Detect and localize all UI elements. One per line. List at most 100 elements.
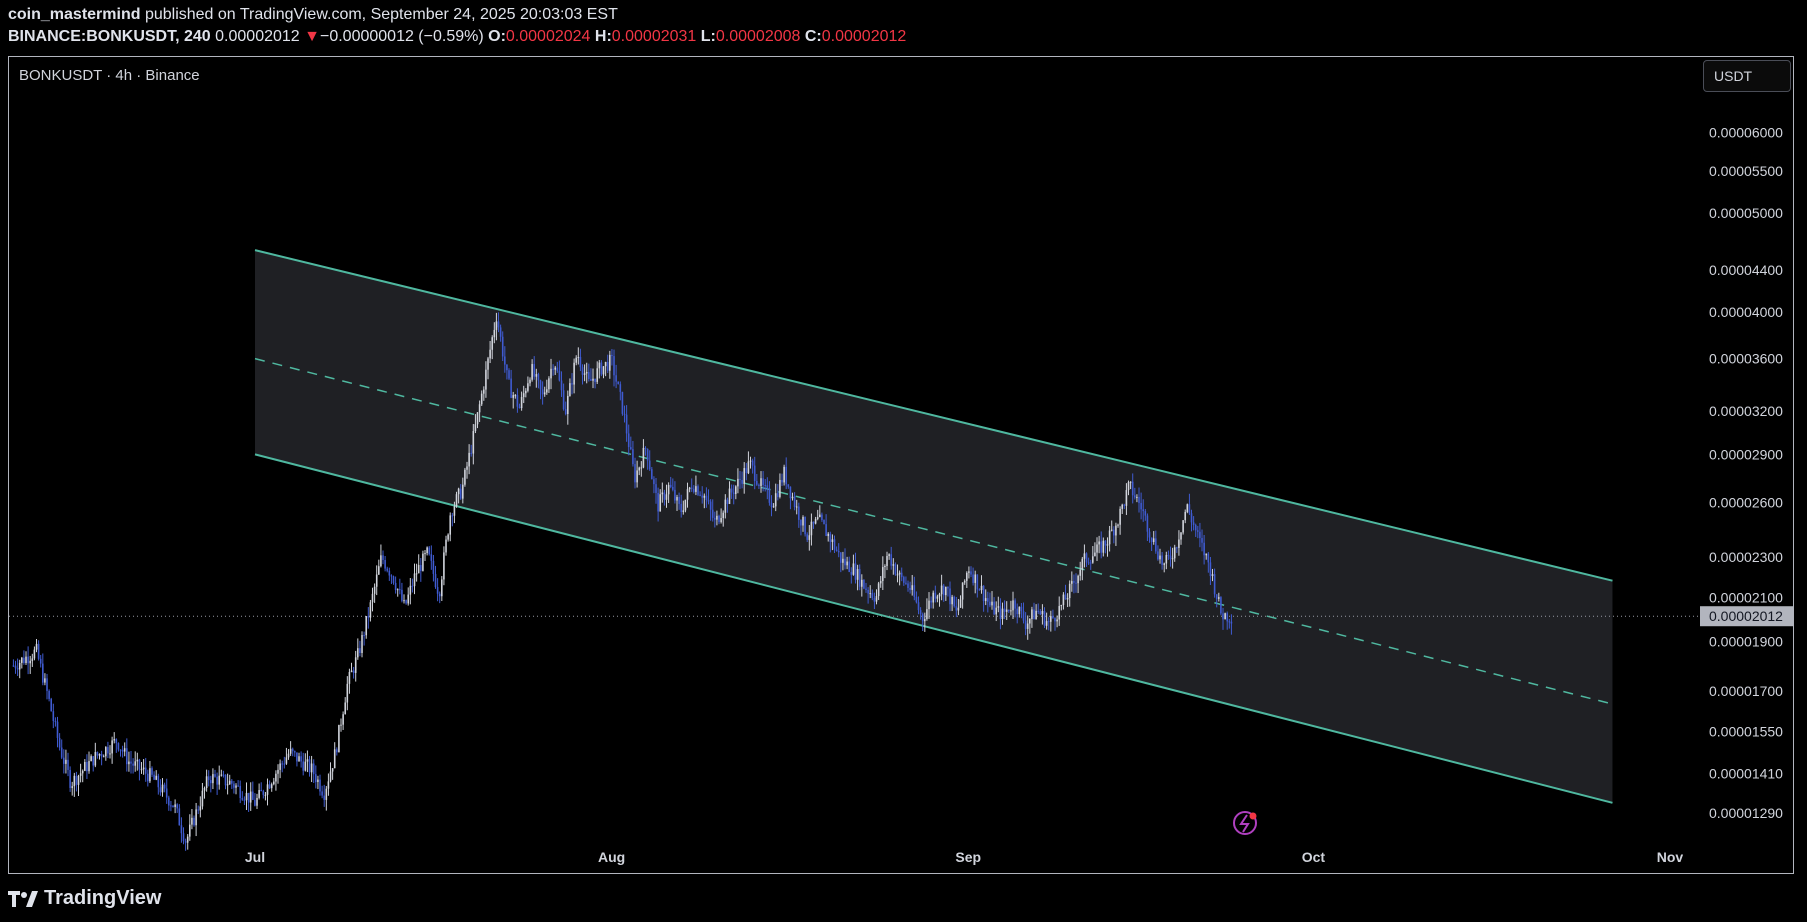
candle-body: [1050, 616, 1052, 622]
candle-body: [1041, 610, 1044, 615]
candle-body: [886, 556, 888, 567]
candle-body: [237, 785, 239, 787]
candle-body: [779, 479, 781, 497]
candle-body: [905, 582, 907, 584]
candle-body: [844, 558, 846, 566]
candle-body: [228, 780, 231, 785]
candle-body: [777, 493, 779, 497]
candle-body: [58, 737, 61, 748]
candle-body: [245, 792, 248, 801]
candle-body: [577, 356, 580, 358]
candle-body: [564, 409, 567, 415]
candle-body: [1150, 537, 1153, 543]
candle-body: [514, 395, 517, 397]
candle-body: [371, 593, 374, 603]
candle-body: [655, 484, 657, 493]
candle-body: [556, 367, 559, 371]
candle-body: [489, 349, 491, 359]
candle-body: [686, 489, 689, 500]
candle-body: [995, 607, 998, 615]
candle-body: [871, 593, 874, 599]
candle-body: [1014, 600, 1016, 609]
candle-body: [646, 449, 649, 461]
candle-body: [25, 656, 27, 664]
candle-body: [291, 748, 294, 752]
candle-body: [533, 364, 536, 377]
candle-body: [470, 452, 473, 454]
candle-body: [1148, 531, 1151, 538]
candle-body: [455, 494, 458, 507]
candle-body: [1127, 482, 1130, 491]
candle-body: [953, 596, 956, 607]
candle-body: [529, 379, 531, 384]
candle-body: [703, 495, 706, 498]
candle-body: [52, 711, 55, 721]
candle-body: [1033, 609, 1035, 620]
candle-body: [468, 452, 470, 467]
candle-body: [165, 788, 168, 798]
candle-body: [174, 804, 176, 807]
candle-body: [617, 381, 620, 385]
candle-body: [94, 752, 97, 766]
publish-info: coin_mastermind published on TradingView…: [8, 6, 618, 24]
candle-body: [764, 484, 767, 486]
candle-body: [1211, 574, 1214, 577]
candle-body: [749, 460, 752, 462]
candle-body: [1029, 619, 1031, 624]
candle-body: [37, 643, 40, 659]
candle-body: [79, 773, 82, 776]
candle-body: [1012, 600, 1014, 611]
candle-body: [348, 672, 351, 684]
candle-body: [919, 610, 922, 615]
candle-body: [535, 374, 538, 377]
author-name[interactable]: coin_mastermind: [8, 6, 141, 23]
tradingview-logo[interactable]: TradingView: [8, 887, 161, 910]
candle-body: [147, 773, 149, 782]
currency-button[interactable]: USDT: [1703, 60, 1791, 92]
candle-body: [260, 790, 263, 792]
candle-body: [955, 606, 958, 611]
candle-body: [699, 494, 701, 496]
candle-body: [296, 752, 298, 762]
candle-body: [333, 749, 336, 769]
candle-body: [392, 576, 395, 583]
candle-body: [945, 586, 947, 596]
candle-body: [273, 781, 275, 785]
candle-body: [766, 485, 769, 489]
candle-body: [707, 499, 710, 502]
candle-body: [592, 378, 594, 381]
candle-body: [1146, 515, 1149, 532]
candle-body: [415, 573, 418, 575]
candle-body: [861, 579, 863, 587]
candle-body: [443, 552, 445, 580]
candle-body: [220, 774, 223, 776]
candle-body: [81, 770, 84, 774]
candle-body: [111, 740, 113, 754]
candle-body: [804, 516, 806, 535]
candle-body: [949, 588, 951, 605]
candle-body: [315, 774, 317, 783]
candle-body: [107, 747, 109, 754]
candle-body: [249, 791, 252, 803]
candle-body: [157, 775, 160, 788]
candle-body: [737, 478, 739, 487]
candle-body: [300, 756, 302, 762]
channel-upper-line: [254, 249, 1613, 582]
candle-body: [317, 779, 319, 783]
y-axis-tick-label: 0.00001290: [1709, 805, 1783, 821]
candle-body: [1098, 541, 1100, 545]
candle-body: [674, 489, 676, 501]
last-price-tag: [1700, 606, 1794, 627]
candle-body: [644, 447, 647, 450]
candle-body: [808, 535, 811, 540]
candle-body: [504, 356, 506, 365]
candle-body: [88, 761, 90, 772]
candle-body: [338, 724, 340, 753]
candle-body: [487, 358, 489, 370]
candle-body: [384, 559, 386, 569]
candle-body: [65, 759, 67, 764]
candle-body: [405, 600, 407, 604]
candle-body: [73, 775, 76, 787]
candle-body: [1184, 511, 1187, 521]
